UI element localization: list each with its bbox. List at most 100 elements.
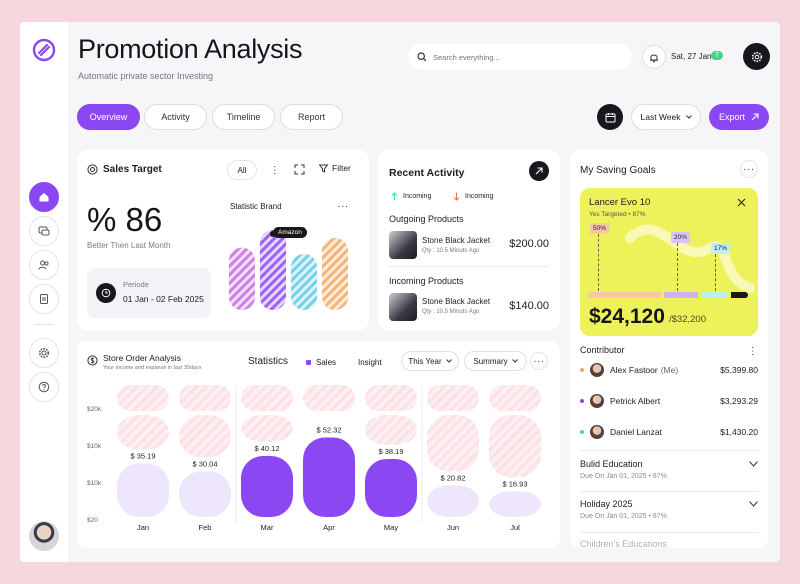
contributor-row[interactable]: Alex Fastoor (Me) $5,399.80 bbox=[580, 361, 758, 379]
period-select[interactable]: This Year bbox=[401, 351, 459, 371]
goal-item-name: Holiday 2025 bbox=[580, 499, 633, 509]
arrow-up-right-icon bbox=[535, 167, 543, 175]
calendar-button[interactable] bbox=[597, 104, 623, 130]
sidebar-item-documents[interactable] bbox=[29, 284, 59, 314]
chart-value-label: $ 38.19 bbox=[378, 447, 403, 456]
chart-category-label: Jan bbox=[137, 523, 149, 532]
settings-button[interactable] bbox=[743, 43, 770, 70]
gear-icon bbox=[38, 347, 50, 359]
range-select[interactable]: Last Week bbox=[631, 104, 701, 130]
more-options-button[interactable]: ⋮ bbox=[269, 164, 281, 176]
sales-target-card: Sales Target All ⋮ Filter % 86 Better Th… bbox=[77, 150, 369, 330]
brand-more-button[interactable]: ··· bbox=[337, 200, 349, 212]
saving-more-button[interactable]: ··· bbox=[740, 160, 758, 178]
outgoing-product-name: Stone Black Jacket bbox=[422, 236, 491, 245]
goal-item[interactable]: Children's Educations bbox=[580, 539, 758, 548]
date-badge: 7 bbox=[711, 51, 723, 60]
expand-icon[interactable] bbox=[294, 164, 305, 175]
search-input[interactable] bbox=[433, 52, 613, 62]
gear-icon bbox=[751, 51, 762, 62]
brand-bar-hatch bbox=[291, 254, 317, 310]
contributor-more-button[interactable]: ⋮ bbox=[747, 345, 759, 357]
chart-value-label: $ 30.04 bbox=[192, 459, 217, 468]
goal-item[interactable]: Holiday 2025 Due On Jan 01, 2025 • 87% bbox=[580, 499, 758, 520]
contributor-color-dot bbox=[580, 368, 584, 372]
export-button[interactable]: Export bbox=[709, 104, 769, 130]
chart-bg-capsule bbox=[179, 385, 231, 411]
store-more-button[interactable]: ··· bbox=[530, 352, 548, 370]
notification-button[interactable] bbox=[642, 45, 666, 69]
chart-bar bbox=[303, 437, 355, 517]
chevron-down-icon bbox=[749, 461, 758, 467]
sidebar-item-home[interactable] bbox=[29, 182, 59, 212]
recent-activity-card: Recent Activity Incoming Incoming Outgoi… bbox=[378, 150, 560, 330]
filter-button[interactable]: Filter bbox=[319, 163, 351, 173]
search-bar[interactable] bbox=[408, 44, 632, 70]
contributor-name: Daniel Lanzat bbox=[610, 427, 662, 437]
tab-timeline[interactable]: Timeline bbox=[212, 104, 275, 130]
sidebar-item-messages[interactable] bbox=[29, 216, 59, 246]
incoming-product-price: $140.00 bbox=[509, 300, 549, 312]
chart-bg-capsule bbox=[427, 415, 479, 472]
goal-item-name: Bulid Education bbox=[580, 459, 643, 469]
contributor-row[interactable]: Daniel Lanzat $1,430.20 bbox=[580, 423, 758, 441]
sidebar bbox=[20, 22, 68, 562]
arrow-down-icon bbox=[453, 192, 460, 201]
period-select-value: This Year bbox=[408, 356, 442, 366]
incoming-product-name: Stone Black Jacket bbox=[422, 297, 491, 306]
incoming-down-legend: Incoming bbox=[453, 192, 493, 201]
chart-category-label: Jun bbox=[447, 523, 459, 532]
tab-activity[interactable]: Activity bbox=[144, 104, 207, 130]
marker-50-line bbox=[598, 234, 599, 291]
summary-select[interactable]: Summary bbox=[464, 351, 527, 371]
target-icon bbox=[87, 164, 98, 175]
contributor-name: Alex Fastoor bbox=[610, 365, 658, 375]
legend-sales-label: Sales bbox=[316, 358, 337, 367]
marker-20-line bbox=[677, 243, 678, 291]
period-value: 01 Jan - 02 Feb 2025 bbox=[123, 294, 204, 304]
goal-item[interactable]: Bulid Education Due On Jan 01, 2025 • 87… bbox=[580, 459, 758, 480]
saving-goals-title: My Saving Goals bbox=[580, 165, 656, 176]
filter-all-button[interactable]: All bbox=[227, 160, 257, 180]
chevron-down-icon bbox=[445, 359, 452, 363]
contributor-amount: $1,430.20 bbox=[720, 427, 758, 437]
contributor-row[interactable]: Petrick Albert $3,293.29 bbox=[580, 392, 758, 410]
range-select-value: Last Week bbox=[640, 112, 681, 122]
chart-bg-capsule bbox=[117, 415, 169, 450]
goal-decor bbox=[625, 224, 755, 293]
close-icon[interactable] bbox=[737, 198, 746, 207]
sidebar-divider bbox=[34, 324, 54, 325]
goal-amount-total: /$32,200 bbox=[669, 314, 706, 325]
filter-label: Filter bbox=[332, 163, 351, 173]
chart-bar bbox=[241, 456, 293, 517]
tab-report[interactable]: Report bbox=[280, 104, 343, 130]
tab-overview[interactable]: Overview bbox=[77, 104, 140, 130]
y-tick-label: $10k bbox=[87, 443, 102, 450]
sidebar-item-settings[interactable] bbox=[29, 338, 59, 368]
chart-bg-capsule bbox=[117, 385, 169, 411]
chart-value-label: $ 35.19 bbox=[130, 452, 155, 461]
users-icon bbox=[38, 260, 49, 270]
store-order-card: Store Order Analysis Your income and exp… bbox=[77, 341, 560, 548]
goal-name: Lancer Evo 10 bbox=[589, 197, 651, 208]
marker-50: 50% bbox=[590, 223, 610, 234]
sales-target-title: Sales Target bbox=[103, 164, 162, 175]
chart-category-label: May bbox=[384, 523, 398, 532]
activity-open-button[interactable] bbox=[529, 161, 549, 181]
bell-icon bbox=[650, 54, 658, 63]
user-avatar[interactable] bbox=[29, 521, 59, 551]
marker-17-line bbox=[715, 254, 716, 291]
avatar bbox=[590, 394, 604, 408]
outgoing-product-meta: Qty : 10.5 Minuts Ago bbox=[422, 248, 480, 254]
home-icon bbox=[39, 193, 49, 202]
arrow-up-right-icon bbox=[751, 113, 759, 121]
chart-bg-capsule bbox=[489, 385, 541, 411]
sidebar-item-help[interactable] bbox=[29, 372, 59, 402]
legend-insight: Insight bbox=[358, 358, 382, 367]
logo-icon bbox=[32, 38, 56, 62]
brand-title: Statistic Brand bbox=[230, 202, 282, 211]
incoming-title: Incoming Products bbox=[389, 276, 464, 286]
goal-target: Yes Targeted • 87% bbox=[589, 211, 646, 218]
main-content: Promotion Analysis Automatic private sec… bbox=[68, 22, 780, 562]
sidebar-item-users[interactable] bbox=[29, 250, 59, 280]
